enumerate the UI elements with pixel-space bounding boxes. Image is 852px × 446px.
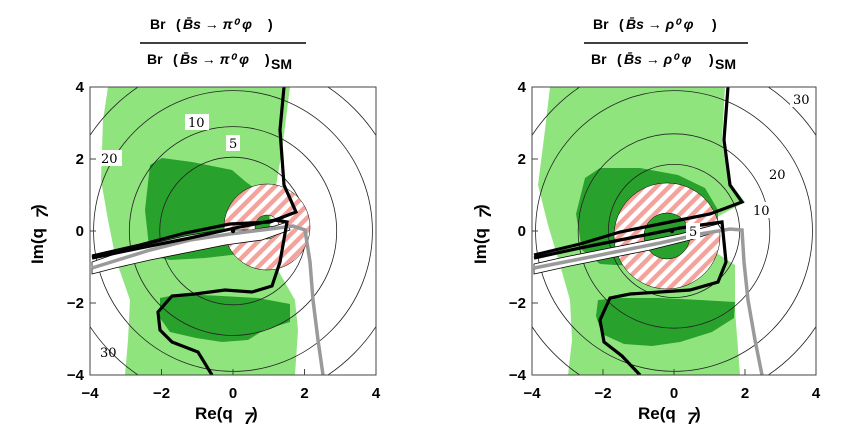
y-tick-label: 2 [76,151,84,168]
y-tick-label: −4 [509,367,527,384]
y-axis-label-main: Im(q [471,228,490,264]
contour-label-5: 5 [229,137,237,152]
x-axis-label-end: ) [695,404,701,423]
contour-label-20: 20 [769,168,786,183]
contour-label-30: 30 [793,93,810,108]
y-tick-label: 0 [76,223,84,240]
y-tick-label: −4 [67,367,85,384]
x-axis-label-main: Re(q [638,404,676,423]
title-num-close: ) [268,16,273,32]
title-numerator: B̄s → ρ⁰ φ [626,15,694,32]
x-axis-label-right: Re(q 7 ) [638,404,701,428]
allowed-region-dark-lower [596,298,735,346]
x-axis-label-sub: 7 [244,409,255,428]
y-axis-label-sub: 7 [33,207,52,218]
title-numerator: B̄s → π⁰ φ [183,15,252,32]
left-panel: Br ( B̄s → π⁰ φ ) Br ( B̄s → π⁰ φ ) SM 1… [28,15,381,428]
axis-ticks-right: −4−4 −2 −2 0 0 2 2 4 4 [509,79,821,402]
sm-point-left [230,228,236,234]
contour-circle-10 [128,126,338,336]
contour-label-30: 30 [100,346,117,361]
black-curve-lower-left [91,218,289,375]
title-den-close: ) [265,51,270,67]
y-tick-label: 4 [518,79,527,96]
contour-label-20: 20 [101,152,118,167]
contour-label-10: 10 [753,204,770,219]
contour-label-5: 5 [689,225,697,240]
x-tick-label: −2 [594,385,611,402]
title-num-close: ) [712,16,717,32]
contour-label-bg [750,202,774,218]
contour-label-bg [686,223,700,239]
x-axis-label-sub: 7 [687,409,698,428]
title-den-open: ( [173,51,178,67]
y-tick-label: 0 [518,223,526,240]
allowed-region-dark-lower [160,294,290,342]
x-tick-label: 0 [670,385,678,402]
title-den-open: ( [617,51,622,67]
x-tick-label: −2 [153,385,170,402]
y-axis-label-main: Im(q [28,228,47,264]
x-tick-label: −4 [81,385,99,402]
x-tick-label: 0 [229,385,237,402]
contour-label-bg [766,166,790,182]
title-num-open: ( [619,16,624,32]
y-axis-label-sub: 7 [476,207,495,218]
x-tick-label: −4 [523,385,541,402]
title-left: Br ( B̄s → π⁰ φ ) Br ( B̄s → π⁰ φ ) SM [140,15,306,72]
x-axis-label-left: Re(q 7 ) [195,404,258,428]
title-right: Br ( B̄s → ρ⁰ φ ) Br ( B̄s → ρ⁰ φ ) SM [584,15,748,72]
hatched-ring-left [223,183,311,271]
contour-label-bg [185,114,209,130]
title-den-prefix: Br [591,51,607,67]
title-num-open: ( [176,16,181,32]
axis-ticks-left: −4−4 −2 −2 0 0 2 2 4 4 [67,79,381,402]
x-tick-label: 2 [741,385,749,402]
contour-label-bg [226,135,240,151]
y-tick-label: −2 [67,295,84,312]
x-tick-label: 2 [300,385,308,402]
x-tick-label: 4 [372,385,381,402]
plot-area-left: 10 5 20 [90,87,376,375]
contour-circle-10 [577,133,771,329]
y-axis-label-right: Im(q 7 ) [471,204,495,264]
contour-label-bg [98,150,122,166]
title-num-prefix: Br [150,16,166,32]
y-tick-label: 4 [76,79,85,96]
gray-curve-right [533,227,764,375]
title-denominator: B̄s → ρ⁰ φ [624,50,692,67]
x-axis-label-main: Re(q [195,404,233,423]
sm-point-right [669,228,675,234]
right-panel: Br ( B̄s → ρ⁰ φ ) Br ( B̄s → ρ⁰ φ ) SM 5 [471,15,821,428]
black-curve-lower-right [533,220,728,375]
y-axis-label-end: ) [471,204,490,210]
x-axis-label-end: ) [252,404,258,423]
gray-curve-left [91,224,325,375]
title-den-close: ) [709,51,714,67]
black-curve-upper-right [533,87,745,257]
y-tick-label: −2 [509,295,526,312]
contour-label-10: 10 [188,116,205,131]
title-den-prefix: Br [147,51,163,67]
title-den-sub: SM [715,56,736,72]
y-axis-label-end: ) [28,204,47,210]
plot-area-right: 5 10 20 30 [532,87,816,375]
contour-label-bg [790,91,814,107]
title-den-sub: SM [271,56,292,72]
y-axis-label-left: Im(q 7 ) [28,204,52,264]
x-tick-label: 4 [812,385,821,402]
y-tick-label: 2 [518,151,526,168]
title-num-prefix: Br [593,16,609,32]
title-denominator: B̄s → π⁰ φ [180,50,249,67]
